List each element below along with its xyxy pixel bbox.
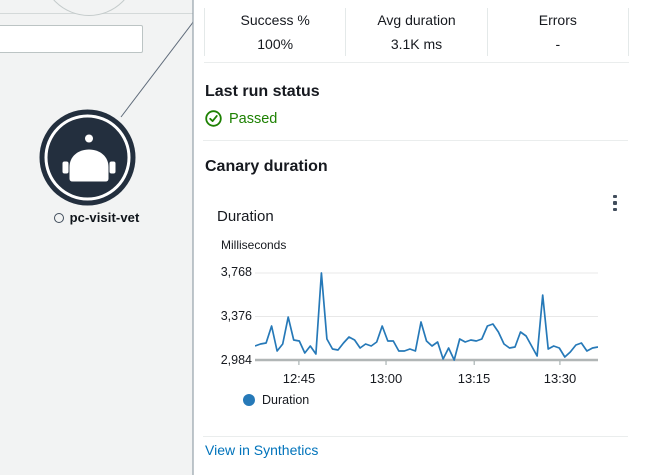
stat-value: - — [555, 36, 561, 52]
status-badge: Passed — [229, 110, 278, 127]
y-tick-label: 3,376 — [220, 309, 252, 323]
y-tick-label: 3,768 — [220, 265, 252, 279]
node-label: pc-visit-vet — [69, 210, 140, 225]
x-tick-label: 13:15 — [457, 371, 491, 386]
stat-success: Success % 100% — [204, 8, 345, 56]
section-divider — [203, 436, 628, 437]
stat-label: Success % — [240, 12, 310, 28]
last-run-status-value: Passed — [205, 110, 277, 127]
stat-value: 100% — [257, 36, 294, 52]
chart-y-axis-title: Milliseconds — [221, 238, 287, 252]
service-map-canvas[interactable]: pc-visit-vet — [0, 0, 193, 475]
canary-detail-panel: Success % 100% Avg duration 3.1K ms Erro… — [194, 0, 647, 475]
stat-value: 3.1K ms — [390, 36, 443, 52]
stats-row: Success % 100% Avg duration 3.1K ms Erro… — [204, 0, 629, 63]
stat-label: Avg duration — [377, 12, 456, 28]
stat-errors: Errors - — [486, 8, 629, 56]
canvas-search-input[interactable] — [0, 25, 143, 53]
node-status-icon — [53, 212, 64, 223]
stat-avg-duration: Avg duration 3.1K ms — [345, 8, 486, 56]
x-tick-label: 12:45 — [282, 371, 316, 386]
legend-item-duration[interactable]: Duration — [243, 393, 309, 407]
last-run-status-heading: Last run status — [205, 83, 320, 100]
y-tick-label: 2,984 — [220, 353, 252, 367]
node-edge-line — [120, 21, 193, 118]
passed-check-icon — [205, 110, 222, 127]
section-divider — [203, 140, 628, 141]
view-in-synthetics-link[interactable]: View in Synthetics — [205, 442, 319, 458]
x-tick-label: 13:30 — [543, 371, 577, 386]
legend-color-dot — [243, 394, 255, 406]
canary-node[interactable] — [38, 108, 137, 207]
canary-icon — [62, 134, 116, 182]
duration-line-chart[interactable] — [255, 263, 598, 366]
node-label-row: pc-visit-vet — [0, 210, 193, 225]
chart-title: Duration — [217, 208, 274, 225]
panel-divider[interactable] — [192, 0, 194, 475]
legend-label: Duration — [262, 393, 310, 407]
canary-duration-heading: Canary duration — [205, 158, 328, 175]
x-tick-label: 13:00 — [369, 371, 403, 386]
stat-label: Errors — [538, 12, 577, 28]
chart-options-menu-icon[interactable] — [606, 191, 624, 215]
